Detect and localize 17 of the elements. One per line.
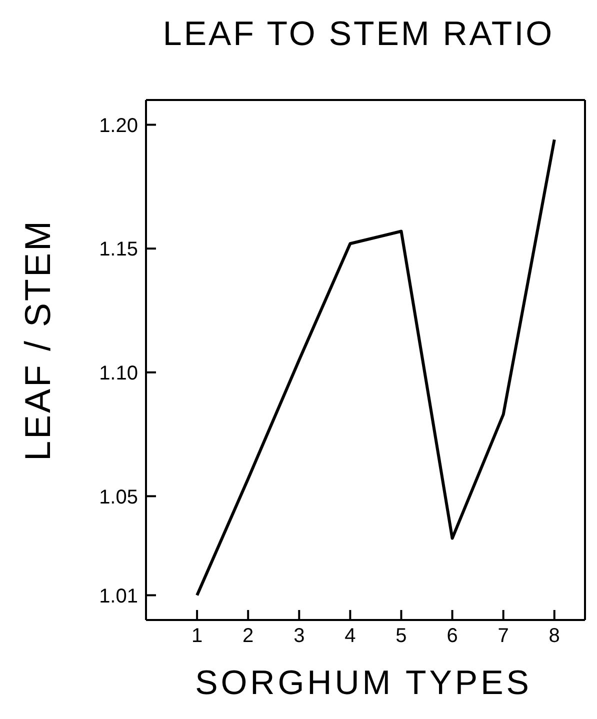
x-tick-label: 1 bbox=[191, 625, 203, 648]
y-tick-label: 1.01 bbox=[99, 585, 138, 608]
x-tick-label: 7 bbox=[498, 625, 509, 648]
x-tick-label: 8 bbox=[548, 625, 560, 648]
y-tick-label: 1.20 bbox=[99, 114, 138, 137]
x-tick-label: 6 bbox=[446, 625, 458, 648]
x-tick-label: 4 bbox=[344, 625, 356, 648]
x-tick-label: 3 bbox=[294, 625, 305, 648]
x-axis-title: SORGHUM TYPES bbox=[194, 664, 533, 703]
y-tick-label: 1.15 bbox=[99, 238, 138, 261]
y-axis-title: LEAF / STEM bbox=[17, 218, 59, 462]
x-tick-label: 5 bbox=[396, 625, 407, 648]
y-tick-label: 1.10 bbox=[99, 362, 138, 384]
x-tick-label: 2 bbox=[242, 625, 254, 648]
line-series bbox=[196, 138, 556, 597]
y-tick-label: 1.05 bbox=[99, 486, 138, 508]
chart-title: LEAF TO STEM RATIO bbox=[162, 14, 556, 55]
